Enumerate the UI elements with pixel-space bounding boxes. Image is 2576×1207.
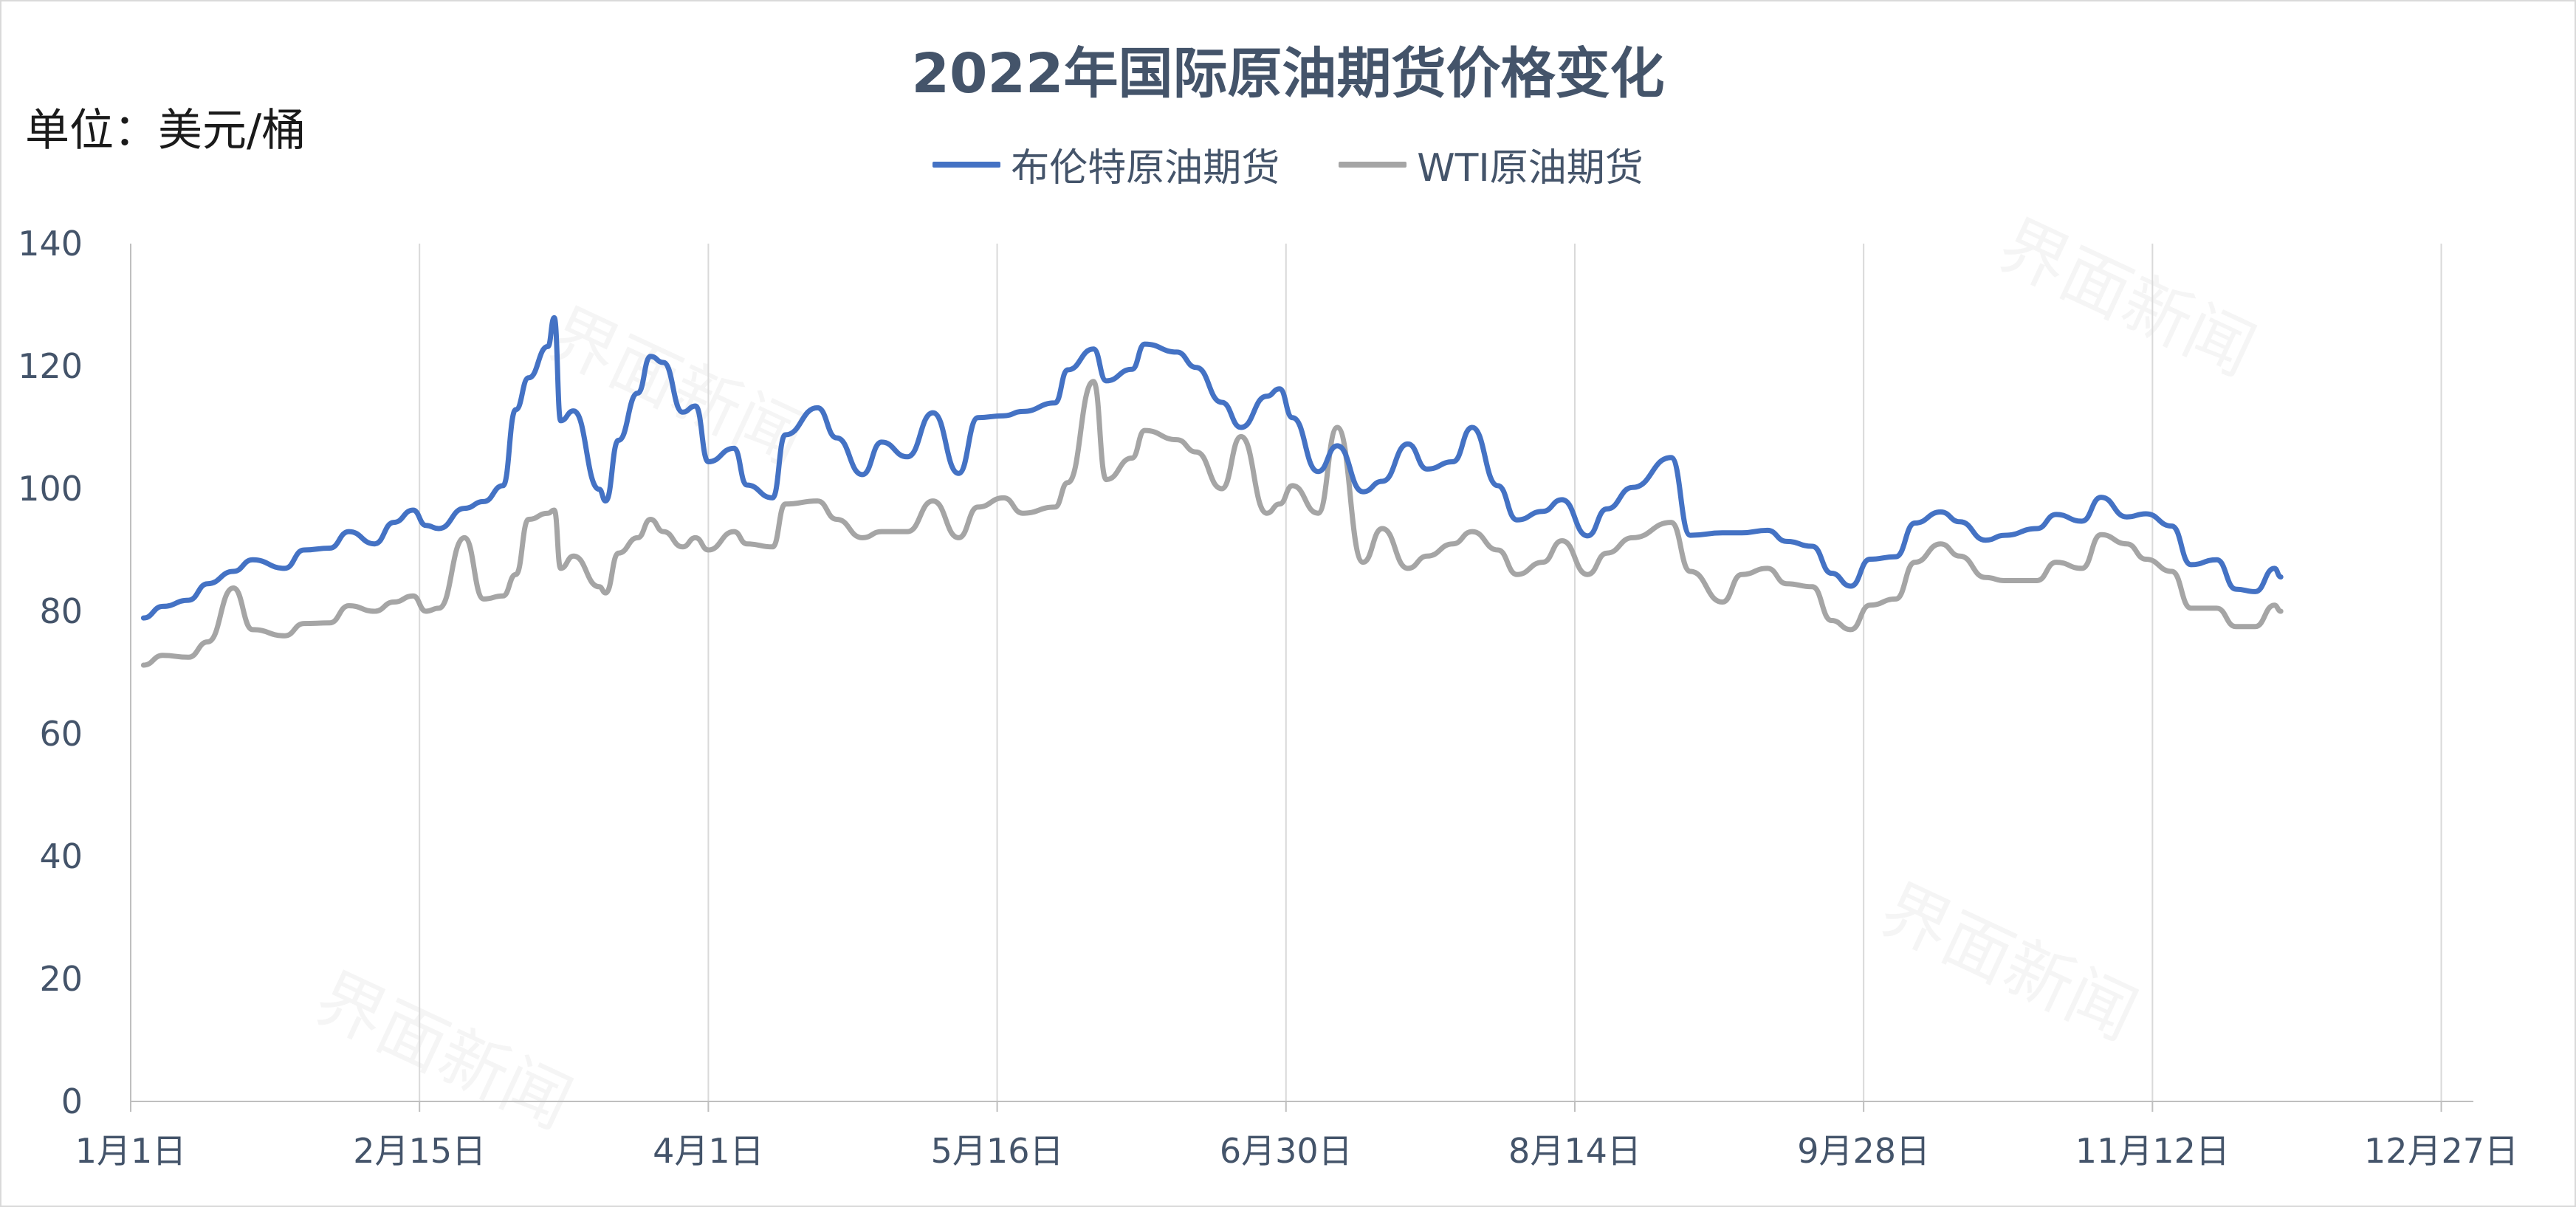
legend-item-wti: WTI原油期货 — [1339, 137, 1644, 192]
legend-label-brent: 布伦特原油期货 — [1011, 146, 1280, 190]
unit-label: 单位：美元/桶 — [25, 105, 306, 157]
x-axis-labels: 1月1日 2月15日 4月1日 5月16日 6月30日 8月14日 9月28日 11月12日 1… — [75, 1131, 2518, 1171]
x-tick-label: 4月1日 — [653, 1131, 764, 1171]
legend-swatch-brent — [932, 161, 1001, 168]
y-tick-label: 40 — [39, 836, 83, 876]
legend-label-wti: WTI原油期货 — [1417, 146, 1644, 190]
x-tick-label: 1月1日 — [75, 1131, 187, 1171]
series-line-wti — [140, 379, 2284, 668]
legend: 布伦特原油期货 WTI原油期货 — [0, 137, 2576, 192]
x-tick-label: 9月28日 — [1797, 1131, 1930, 1171]
x-tick-label: 6月30日 — [1220, 1131, 1353, 1171]
y-tick-label: 100 — [18, 469, 83, 509]
y-tick-label: 20 — [39, 959, 83, 999]
legend-swatch-wti — [1339, 161, 1407, 168]
series-line-brent — [140, 314, 2284, 621]
series-lines — [140, 314, 2284, 668]
x-tick-label: 5月16日 — [931, 1131, 1064, 1171]
y-axis-labels: 0 20 40 60 80 100 120 140 — [18, 224, 83, 1121]
y-tick-label: 80 — [39, 591, 83, 631]
legend-item-brent: 布伦特原油期货 — [932, 137, 1280, 192]
y-tick-label: 140 — [18, 224, 83, 264]
chart-title: 2022年国际原油期货价格变化 — [911, 42, 1665, 106]
y-tick-label: 120 — [18, 346, 83, 386]
y-tick-label: 60 — [39, 714, 83, 754]
y-tick-label: 0 — [61, 1082, 83, 1121]
axes — [130, 244, 2473, 1112]
grid-lines — [419, 244, 2442, 1101]
x-tick-label: 8月14日 — [1508, 1131, 1641, 1171]
x-tick-label: 11月12日 — [2075, 1131, 2230, 1171]
x-tick-label: 12月27日 — [2364, 1131, 2518, 1171]
x-tick-label: 2月15日 — [353, 1131, 486, 1171]
